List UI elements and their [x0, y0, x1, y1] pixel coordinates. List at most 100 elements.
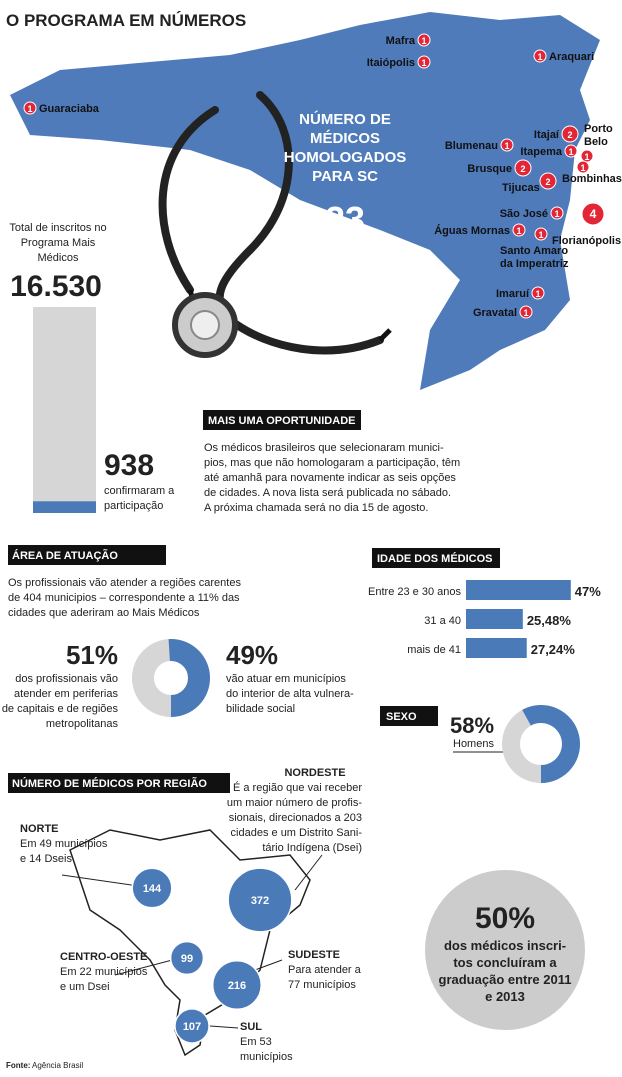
region-text: um maior número de profis-	[227, 797, 362, 809]
enrolled-total: 16.530	[10, 270, 102, 303]
sex-title-bg	[380, 706, 438, 726]
map-total: 23	[325, 199, 365, 240]
region-text: Em 53	[240, 1036, 272, 1048]
area-left-text: metropolitanas	[46, 718, 119, 730]
confirmed-text: confirmaram a	[104, 485, 175, 497]
city-name: Bombinhas	[562, 173, 622, 185]
city-count: 1	[504, 141, 509, 151]
age-bar	[466, 580, 571, 600]
graduation-value: 50%	[475, 902, 535, 935]
region-bubble	[174, 1008, 210, 1044]
city-count: 1	[554, 209, 559, 219]
city-count: 1	[537, 52, 542, 62]
age-label: Entre 23 e 30 anos	[368, 586, 461, 598]
region-name: SUDESTE	[288, 949, 340, 961]
leader	[294, 854, 323, 891]
region-bubble	[169, 940, 205, 976]
city-name: Florianópolis	[552, 235, 621, 247]
graduation-text: e 2013	[485, 989, 525, 1004]
region-bubble	[212, 960, 262, 1010]
opportunity-title: MAIS UMA OPORTUNIDADE	[208, 415, 355, 427]
city-name: Brusque	[467, 163, 512, 175]
region-text: tário Indígena (Dsei)	[262, 842, 362, 854]
city-name: Gravatal	[473, 307, 517, 319]
area-title-bg	[8, 545, 166, 565]
city-name: Belo	[584, 136, 608, 148]
donut-segment	[522, 705, 580, 783]
age-value: 27,24%	[531, 642, 576, 657]
city-count: 2	[520, 164, 525, 174]
region-value: 216	[228, 980, 246, 992]
region-text: É a região que vai receber	[233, 781, 362, 794]
area-right-text: bilidade social	[226, 703, 295, 715]
leader	[114, 957, 181, 976]
opportunity-title-bg	[203, 410, 361, 430]
donut-segment	[168, 639, 210, 717]
region-value: 99	[181, 953, 193, 965]
age-bar	[466, 638, 527, 658]
graduation-text: graduação entre 2011	[439, 972, 572, 987]
city-dot	[417, 55, 431, 69]
city-dot	[417, 33, 431, 47]
city-count: 2	[567, 130, 572, 140]
area-right-text: do interior de alta vulnera-	[226, 688, 354, 700]
age-label: mais de 41	[407, 644, 461, 656]
city-name: Itajaí	[534, 129, 560, 141]
area-left-value: 51%	[66, 640, 118, 670]
region-text: cidades e um Distrito Sani-	[231, 827, 363, 839]
region-text: Para atender a	[288, 964, 362, 976]
region-text: Em 49 municípios	[20, 838, 108, 850]
age-value: 25,48%	[527, 613, 572, 628]
city-dot	[561, 125, 579, 143]
area-left-text: de capitais e de regiões	[2, 703, 119, 715]
city-name: Águas Mornas	[434, 224, 510, 237]
city-dot	[533, 49, 547, 63]
regions-title-bg	[8, 773, 230, 793]
area-text: cidades que aderiram ao Mais Médicos	[8, 607, 200, 619]
regions-title: NÚMERO DE MÉDICOS POR REGIÃO	[12, 777, 207, 790]
enrolled-label: Total de inscritos no	[9, 222, 106, 234]
city-name: da Imperatriz	[500, 258, 569, 270]
city-count: 2	[545, 177, 550, 187]
area-left-text: dos profissionais vão	[15, 673, 118, 685]
city-dot	[534, 227, 548, 241]
age-label: 31 a 40	[424, 615, 461, 627]
area-left-text: atender em periferias	[14, 688, 118, 700]
confirmed-bar	[33, 501, 96, 513]
age-value: 47%	[575, 584, 601, 599]
source-text: Agência Brasil	[32, 1061, 83, 1070]
region-text: Em 22 municípios	[60, 966, 148, 978]
city-name: Tijucas	[502, 182, 540, 194]
sex-value: 58%	[450, 713, 494, 738]
city-dot	[576, 160, 590, 174]
region-name: CENTRO-OESTE	[60, 951, 147, 963]
city-count: 1	[523, 308, 528, 318]
map-heading: MÉDICOS	[310, 130, 380, 147]
city-name: Itaiópolis	[367, 57, 415, 69]
title: O PROGRAMA EM NÚMEROS	[6, 11, 246, 30]
graduation-text: tos concluíram a	[453, 955, 557, 970]
city-count: 1	[27, 104, 32, 114]
source-label: Fonte:	[6, 1061, 30, 1070]
sex-text: Homens	[453, 738, 494, 750]
city-count: 1	[538, 230, 543, 240]
enrolled-label: Médicos	[38, 252, 79, 264]
region-text: 77 municípios	[288, 979, 356, 991]
region-bubble	[131, 867, 173, 909]
region-text: e 14 Dseis	[20, 853, 72, 865]
map-heading: HOMOLOGADOS	[284, 149, 407, 166]
city-dot	[539, 172, 557, 190]
city-name: São José	[500, 208, 548, 220]
city-dot	[514, 159, 532, 177]
city-name: Araquari	[549, 51, 594, 63]
graduation-bg	[425, 870, 585, 1030]
city-name: Imaruí	[496, 288, 530, 300]
enrolled-label: Programa Mais	[21, 237, 96, 249]
area-right-value: 49%	[226, 640, 278, 670]
area-text: Os profissionais vão atender a regiões c…	[8, 577, 241, 589]
region-text: municípios	[240, 1051, 293, 1063]
age-title: IDADE DOS MÉDICOS	[377, 552, 493, 565]
confirmed-text: participação	[104, 500, 163, 512]
city-count: 1	[421, 58, 426, 68]
